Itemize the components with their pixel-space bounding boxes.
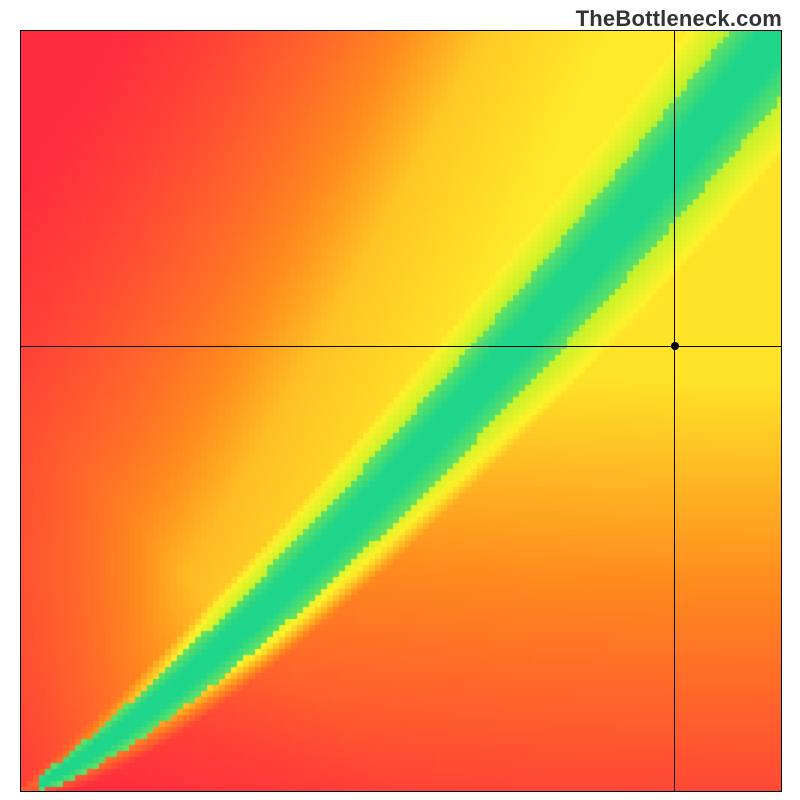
heatmap-canvas [21, 31, 781, 791]
crosshair-horizontal [21, 346, 781, 347]
watermark-text: TheBottleneck.com [576, 6, 782, 32]
chart-container: TheBottleneck.com [0, 0, 800, 800]
crosshair-vertical [674, 31, 675, 791]
crosshair-point [671, 342, 679, 350]
plot-area [20, 30, 782, 792]
